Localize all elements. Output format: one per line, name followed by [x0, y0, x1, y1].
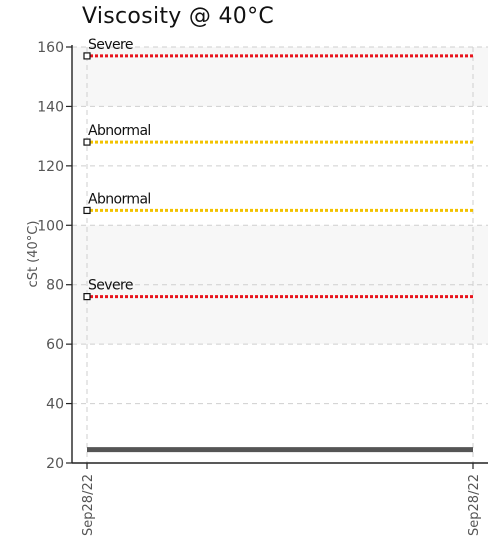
x-tick-label-0: Sep28/22	[81, 474, 96, 536]
threshold-label-0: Severe	[88, 37, 133, 53]
threshold-label-3: Severe	[88, 278, 133, 294]
threshold-label-2: Abnormal	[88, 191, 151, 207]
axes	[71, 45, 488, 464]
y-tick-label-80: 80	[46, 278, 64, 294]
y-tick-label-60: 60	[46, 337, 64, 353]
threshold-marker-2	[83, 206, 91, 215]
y-tick-label-100: 100	[37, 218, 64, 234]
y-axis-label: cSt (40°C)	[26, 221, 41, 288]
threshold-lines: Severe Abnormal Abnormal Severe	[83, 37, 475, 301]
y-tick-label-160: 160	[37, 40, 64, 56]
background-bands	[72, 47, 488, 463]
threshold-marker-3	[83, 293, 91, 301]
y-axis-ticks: 20 40 60 80 100 120 140 160	[37, 40, 72, 472]
threshold-label-1: Abnormal	[88, 123, 151, 139]
x-axis-ticks: Sep28/22 Sep28/22	[81, 463, 482, 536]
y-tick-label-120: 120	[37, 159, 64, 175]
x-tick-label-1: Sep28/22	[467, 474, 482, 536]
y-tick-label-20: 20	[46, 456, 64, 472]
threshold-marker-1	[83, 138, 91, 146]
y-tick-label-140: 140	[37, 99, 64, 115]
threshold-marker-0	[83, 52, 91, 60]
chart-title: Viscosity @ 40°C	[82, 4, 275, 29]
y-tick-label-40: 40	[46, 397, 64, 413]
